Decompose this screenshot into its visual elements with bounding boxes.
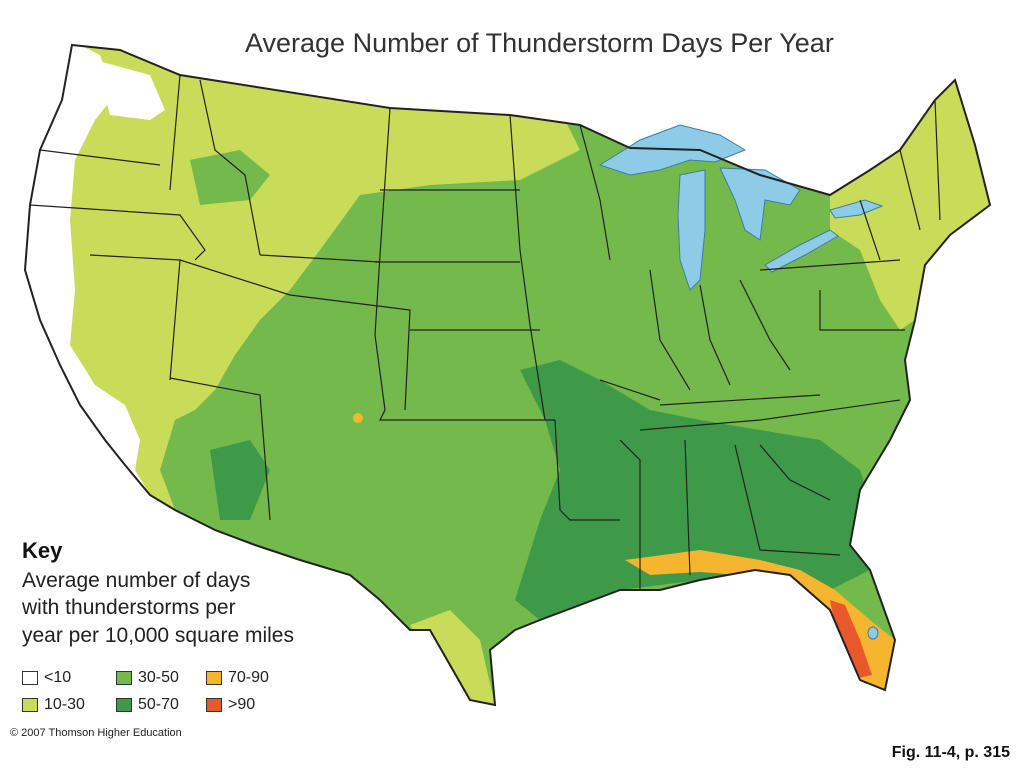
legend-label-lt10: <10 <box>44 669 72 686</box>
legend-label-50-70: 50-70 <box>138 696 179 713</box>
zone-lt10-wa-interior <box>95 60 165 120</box>
state-boundaries <box>29 74 941 590</box>
zone-70-90-new-mexico-spot <box>353 413 363 423</box>
key-description-line-3: year per 10,000 square miles <box>22 624 294 647</box>
legend-item-30-50: 30-50 <box>116 669 179 687</box>
legend-label-gt90: >90 <box>228 696 256 713</box>
legend-label-30-50: 30-50 <box>138 669 179 686</box>
zone-30-50-wyoming <box>190 150 270 205</box>
legend-swatch-gt90 <box>206 698 222 712</box>
lake-okeechobee <box>867 626 879 640</box>
legend-item-lt10: <10 <box>22 669 71 687</box>
legend-swatch-lt10 <box>22 671 38 685</box>
legend-item-70-90: 70-90 <box>206 669 269 687</box>
lake-huron <box>719 167 801 241</box>
legend-swatch-50-70 <box>116 698 132 712</box>
zone-10-30-west <box>25 45 580 520</box>
zone-gt90-south-florida <box>830 600 872 678</box>
lake-ontario <box>829 199 884 219</box>
key-heading: Key <box>22 538 63 563</box>
map-title: Average Number of Thunderstorm Days Per … <box>245 28 834 58</box>
legend-item-50-70: 50-70 <box>116 696 179 714</box>
zone-10-30-northeast <box>830 80 990 330</box>
zone-50-70-new-mexico <box>210 440 270 520</box>
figure-caption: Fig. 11-4, p. 315 <box>891 744 1010 761</box>
us-outline <box>23 43 992 707</box>
legend-swatch-30-50 <box>116 671 132 685</box>
lake-erie <box>764 229 839 273</box>
legend-label-10-30: 10-30 <box>44 696 85 713</box>
lake-michigan <box>677 169 706 291</box>
key-description-line-1: Average number of days <box>22 569 251 592</box>
legend-item-10-30: 10-30 <box>22 696 85 714</box>
copyright-text: © 2007 Thomson Higher Education <box>10 727 182 739</box>
legend-swatch-10-30 <box>22 698 38 712</box>
legend-label-70-90: 70-90 <box>228 669 269 686</box>
legend-swatch-70-90 <box>206 671 222 685</box>
key-description-line-2: with thunderstorms per <box>22 596 236 619</box>
legend-item-gt90: >90 <box>206 696 255 714</box>
zone-50-70-south <box>515 360 870 620</box>
zone-30-50-colorado <box>270 290 390 420</box>
